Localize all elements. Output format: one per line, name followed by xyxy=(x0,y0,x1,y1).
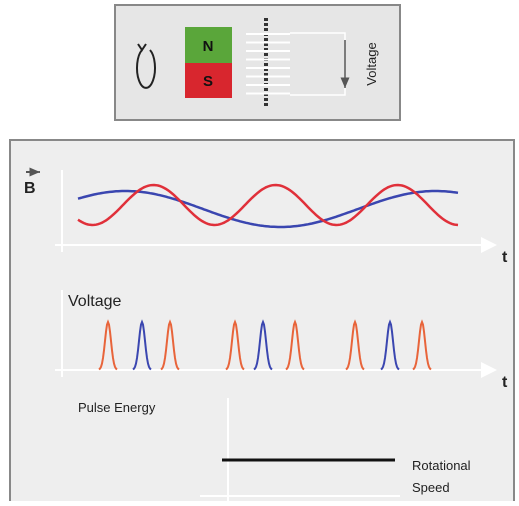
voltage-label: Voltage xyxy=(68,293,121,310)
voltage-side-label: Voltage xyxy=(364,42,379,85)
north-label: N xyxy=(203,38,214,55)
diagram: N S Voltage B t Voltage t Pulse Energy R… xyxy=(0,0,519,501)
graph-panel: B t Voltage t Pulse Energy Rotational Sp… xyxy=(10,140,514,501)
time-label: t xyxy=(502,374,508,391)
field-label: B xyxy=(24,180,36,197)
generator-panel: N S Voltage xyxy=(115,5,400,120)
time-label: t xyxy=(502,249,508,266)
panel-frame xyxy=(10,140,514,501)
pulse-energy-label: Pulse Energy xyxy=(78,400,156,415)
speed-label: Rotational xyxy=(412,458,471,473)
south-label: S xyxy=(203,73,213,90)
panel-frame xyxy=(115,5,400,120)
speed-label: Speed xyxy=(412,480,450,495)
